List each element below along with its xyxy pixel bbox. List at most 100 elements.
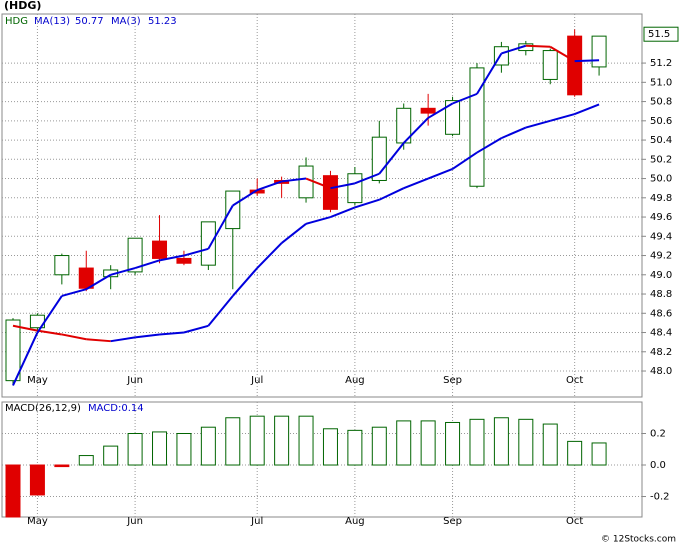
macd-bar xyxy=(420,420,436,466)
macd-bar xyxy=(200,426,216,466)
x-tick-label: Aug xyxy=(345,375,365,386)
y-tick-label: -0.2 xyxy=(650,492,670,503)
macd-bar xyxy=(54,464,70,468)
ma-line-segment xyxy=(476,137,502,154)
candle-body xyxy=(591,35,607,68)
y-tick-label: 0.2 xyxy=(650,429,666,440)
ma-line-segment xyxy=(183,324,209,334)
macd-bar xyxy=(493,417,509,466)
macd-bar xyxy=(445,421,461,466)
macd-bar xyxy=(371,426,387,466)
x-tick-label: May xyxy=(27,375,48,386)
macd-bar xyxy=(322,428,338,466)
y-tick-label: 48.4 xyxy=(650,328,672,339)
ma-line-segment xyxy=(134,333,160,339)
ma-line-segment xyxy=(207,205,234,250)
ma-line-segment xyxy=(37,329,62,336)
candle-body xyxy=(176,257,192,264)
legend-ma13: MA(13) xyxy=(34,16,70,27)
legend-ma3-value: 51.23 xyxy=(148,16,177,27)
legend-symbol: HDG xyxy=(5,16,28,27)
price-panel xyxy=(1,13,643,398)
y-tick-label: 50.4 xyxy=(650,135,672,146)
y-tick-label: 51.0 xyxy=(650,77,672,88)
x-tick-label: Jul xyxy=(250,516,263,527)
ma-line-segment xyxy=(134,259,160,270)
ma-line-segment xyxy=(305,177,331,190)
ma-line-segment xyxy=(12,332,39,386)
ma-line-segment xyxy=(232,267,258,297)
ma-line-segment xyxy=(501,126,527,140)
ma-line-segment xyxy=(36,295,63,334)
ma-line-segment xyxy=(281,222,307,244)
ma-line-segment xyxy=(330,182,356,190)
ma-line-segment xyxy=(574,103,600,116)
ma-line-segment xyxy=(207,295,234,327)
ma-line-segment xyxy=(452,151,478,170)
ma-line-segment xyxy=(305,216,331,225)
macd-title: MACD(26,12,9) xyxy=(5,403,81,414)
candle-body xyxy=(347,173,363,204)
macd-bar xyxy=(225,417,241,466)
macd-bar xyxy=(5,464,21,518)
x-tick-label: Sep xyxy=(443,516,462,527)
y-tick-label: 48.0 xyxy=(650,366,672,377)
candle-body xyxy=(420,107,436,114)
macd-bar xyxy=(176,433,192,466)
macd-bar xyxy=(591,442,607,466)
ma-line-segment xyxy=(183,247,209,257)
chart-title: (HDG) xyxy=(4,0,41,12)
ma-line-segment xyxy=(378,142,405,175)
macd-legend: MACD:0.14 xyxy=(88,403,144,414)
candle-body xyxy=(200,221,216,266)
ma-line-segment xyxy=(403,177,429,190)
candle-body xyxy=(127,237,143,273)
legend-ma13-value: 50.77 xyxy=(75,16,104,27)
ma-line-segment xyxy=(476,52,503,95)
ma-line-segment xyxy=(403,117,429,144)
candle-body xyxy=(542,50,558,80)
legend-ma3: MA(3) xyxy=(111,16,141,27)
candle-body xyxy=(54,255,70,276)
ma-line-segment xyxy=(281,177,307,183)
macd-bar xyxy=(274,415,290,466)
ma-line-segment xyxy=(256,180,282,192)
ma-line-segment xyxy=(501,44,527,55)
y-tick-label: 49.2 xyxy=(650,251,672,262)
candle-body xyxy=(298,165,314,199)
x-tick-label: Jul xyxy=(250,375,263,386)
candle-body xyxy=(5,319,21,382)
macd-bar xyxy=(396,420,412,466)
x-tick-label: Aug xyxy=(345,516,365,527)
ma-line-segment xyxy=(427,102,454,119)
macd-bar xyxy=(249,415,265,466)
ma-line-segment xyxy=(256,242,283,269)
macd-bar xyxy=(518,418,534,466)
ma-line-segment xyxy=(549,45,576,63)
ma-line-segment xyxy=(110,267,136,276)
y-tick-label: 49.8 xyxy=(650,193,672,204)
ma-line-segment xyxy=(232,189,258,207)
ma-line-segment xyxy=(61,288,87,297)
macd-bar xyxy=(78,455,94,466)
candle-body xyxy=(322,175,338,210)
y-tick-label: 49.4 xyxy=(650,231,672,242)
x-tick-label: Jun xyxy=(126,516,143,527)
x-tick-label: May xyxy=(27,516,48,527)
ma-line-segment xyxy=(86,338,111,343)
ma-line-segment xyxy=(574,59,600,63)
candle-body xyxy=(225,190,241,230)
macd-bar xyxy=(347,429,363,466)
y-tick-label: 49.0 xyxy=(650,270,672,281)
macd-bar xyxy=(542,423,558,466)
y-tick-label: 48.8 xyxy=(650,289,672,300)
ma-line-segment xyxy=(549,113,575,122)
y-tick-label: 48.2 xyxy=(650,347,672,358)
candle-body xyxy=(469,67,485,187)
macd-bar xyxy=(469,418,485,466)
macd-panel xyxy=(1,401,643,518)
candle-body xyxy=(567,35,583,96)
macd-bar xyxy=(127,433,143,466)
